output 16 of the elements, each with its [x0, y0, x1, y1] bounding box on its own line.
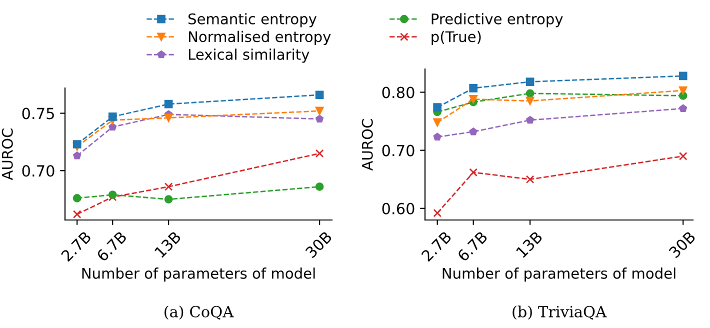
y-tick-label: 0.60 — [382, 202, 414, 214]
text: (a) CoQA — [164, 306, 234, 320]
legend-label: Lexical similarity — [188, 48, 310, 63]
text: (b) TriviaQA — [512, 306, 607, 320]
legend-label: Semantic entropy — [188, 13, 317, 28]
legend-label: Normalised entropy — [188, 30, 331, 45]
y-tick-label: 0.80 — [382, 86, 414, 98]
y-tick-label: 0.75 — [22, 108, 54, 120]
legend-label: p(True) — [432, 30, 481, 45]
y-tick-label: 0.70 — [382, 144, 414, 156]
y-axis-title: AUROC — [362, 119, 373, 171]
x-axis-title: Number of parameters of model — [82, 268, 315, 282]
legend-label: Predictive entropy — [432, 13, 563, 28]
y-tick-label: 0.70 — [22, 165, 54, 177]
y-axis-title: AUROC — [2, 128, 13, 180]
x-axis-title: Number of parameters of model — [442, 268, 676, 282]
